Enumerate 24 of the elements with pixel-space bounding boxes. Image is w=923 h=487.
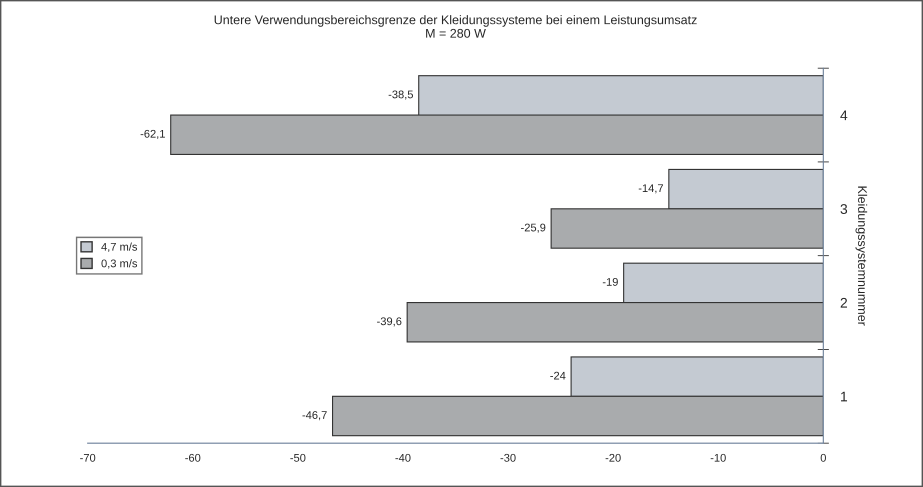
data-label: -25,9 (521, 224, 546, 233)
data-label: -62,1 (140, 130, 165, 140)
x-tick-label: -30 (500, 454, 516, 462)
x-tick-label: -60 (185, 454, 200, 462)
data-label: -19 (602, 278, 618, 286)
x-tick-label: -50 (290, 454, 306, 462)
data-label: -46,7 (302, 411, 327, 420)
x-tick-label: -20 (606, 454, 621, 462)
x-tick-label: -70 (80, 454, 96, 462)
y-tick-label: 4 (840, 110, 848, 120)
x-tick-label: -40 (395, 454, 411, 462)
chart-title: Untere Verwendungsbereichsgrenze der Kleidungssysteme bei einem Leistungsumsatz M = 280 W (214, 15, 697, 38)
x-tick-label: 0 (820, 454, 826, 462)
data-label: -14,7 (638, 184, 664, 194)
data-label: -39,6 (377, 317, 402, 327)
y-tick-label: 3 (840, 204, 848, 214)
legend-label: 0,3 m/s (101, 259, 138, 269)
x-tick-label: -10 (710, 454, 726, 462)
data-label: -38,5 (388, 90, 413, 100)
y-tick-label: 1 (841, 392, 848, 402)
y-axis-title: Kleidungssystemnummer (856, 186, 868, 326)
y-tick-label: 2 (840, 298, 848, 308)
data-label: -24 (550, 372, 566, 380)
legend-label: 4,7 m/s (101, 242, 138, 252)
